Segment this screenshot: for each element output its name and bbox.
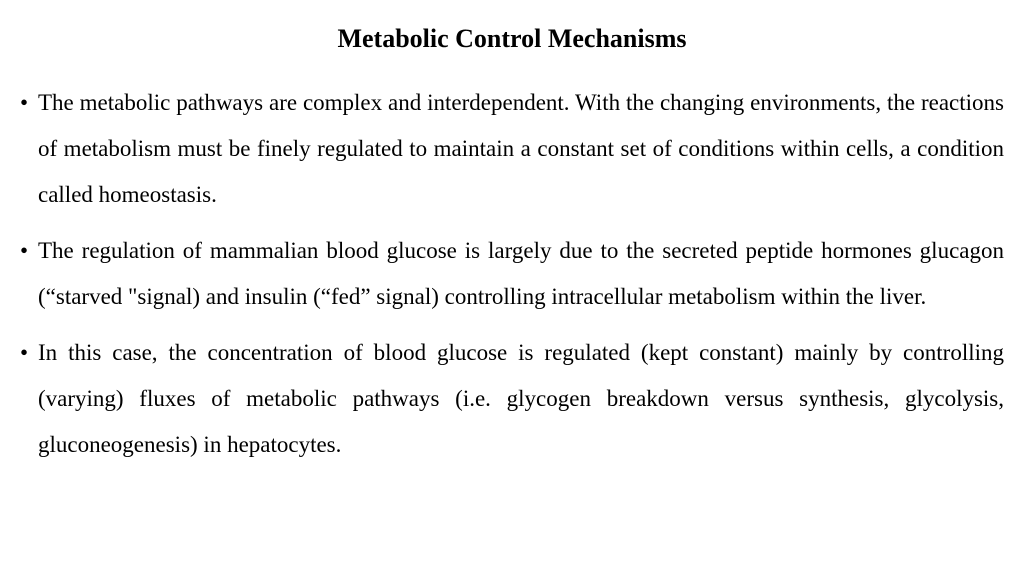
list-item: In this case, the concentration of blood… — [20, 330, 1004, 468]
list-item: The regulation of mammalian blood glucos… — [20, 228, 1004, 320]
bullet-list: The metabolic pathways are complex and i… — [20, 80, 1004, 468]
list-item: The metabolic pathways are complex and i… — [20, 80, 1004, 218]
page-title: Metabolic Control Mechanisms — [20, 24, 1004, 54]
